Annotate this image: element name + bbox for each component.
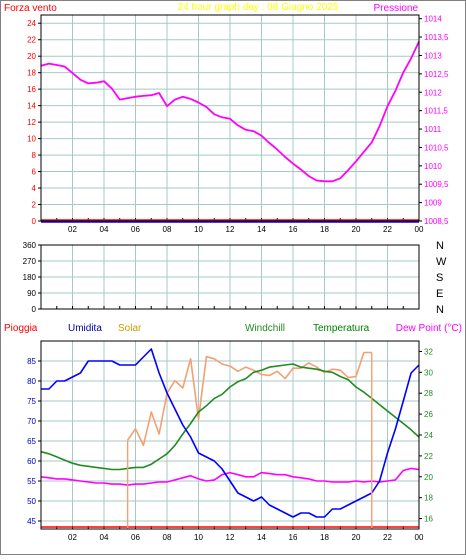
p3-right-y-tick-label: 28 [424, 389, 433, 398]
p3-x-tick-label: 04 [100, 533, 109, 542]
direction-compass-label: W [436, 256, 447, 268]
p1-x-tick-label: 00 [415, 225, 424, 234]
p3-right-y-tick-label: 26 [424, 410, 433, 419]
p3-right-y-tick-label: 30 [424, 368, 433, 377]
direction-compass-label: E [436, 288, 443, 300]
p1-x-tick-label: 02 [68, 225, 77, 234]
label-temperatura: Temperatura [313, 323, 370, 334]
p3-x-tick-label: 10 [194, 533, 203, 542]
solar-series-line [126, 351, 372, 447]
p3-left-y-tick-label: 60 [27, 457, 36, 466]
p3-left-y-tick-label: 80 [27, 377, 36, 386]
p3-x-tick-label: 00 [415, 533, 424, 542]
p3-right-y-tick-label: 16 [424, 515, 433, 524]
p1-left-y-tick-label: 2 [32, 201, 37, 210]
p1-left-y-tick-label: 10 [27, 135, 36, 144]
p1-right-y-tick-label: 1013 [424, 51, 442, 60]
direction-compass-label: N [436, 304, 444, 316]
p1-left-y-tick-label: 14 [27, 102, 36, 111]
p1-right-y-tick-label: 1013,5 [424, 33, 449, 42]
p1-right-y-tick-label: 1010 [424, 162, 442, 171]
direction-compass-label: N [436, 240, 444, 252]
p3-x-tick-label: 16 [289, 533, 298, 542]
p3-x-tick-label: 20 [352, 533, 361, 542]
p1-x-tick-label: 22 [383, 225, 392, 234]
p1-x-tick-label: 12 [226, 225, 235, 234]
p1-left-y-tick-label: 16 [27, 85, 36, 94]
p3-x-tick-label: 12 [226, 533, 235, 542]
p1-right-y-tick-label: 1011 [424, 125, 442, 134]
p1-left-y-tick-label: 20 [27, 52, 36, 61]
p3-left-y-tick-label: 50 [27, 497, 36, 506]
p1-right-y-tick-label: 1012,5 [424, 70, 449, 79]
p3-x-tick-label: 18 [320, 533, 329, 542]
p3-x-tick-label: 06 [131, 533, 140, 542]
p1-left-y-tick-label: 24 [27, 19, 36, 28]
pressure-axis-label: Pressione [374, 3, 419, 14]
p3-left-y-tick-label: 75 [27, 397, 36, 406]
p3-x-tick-label: 14 [257, 533, 266, 542]
p1-x-tick-label: 06 [131, 225, 140, 234]
p1-x-tick-label: 10 [194, 225, 203, 234]
p1-x-tick-label: 20 [352, 225, 361, 234]
dewpoint-series-line [40, 467, 420, 486]
p1-right-y-tick-label: 1014 [424, 15, 442, 24]
p1-left-y-tick-label: 6 [32, 168, 37, 177]
p1-left-y-tick-label: 8 [32, 151, 37, 160]
p2-y-tick-label: 270 [23, 257, 37, 266]
p1-right-y-tick-label: 1010,5 [424, 143, 449, 152]
p1-right-y-tick-label: 1009,5 [424, 180, 449, 189]
p3-left-y-tick-label: 85 [27, 357, 36, 366]
label-umidita: Umidita [68, 323, 102, 334]
p2-y-tick-label: 0 [32, 305, 37, 314]
p1-left-y-tick-label: 4 [32, 184, 37, 193]
p3-left-y-tick-label: 70 [27, 417, 36, 426]
p3-x-tick-label: 02 [68, 533, 77, 542]
p1-x-tick-label: 08 [163, 225, 172, 234]
p3-left-y-tick-label: 45 [27, 517, 36, 526]
p1-left-y-tick-label: 0 [32, 217, 37, 226]
graph-title: 24 hour graph day : 08 Giugno 2025 [178, 2, 339, 13]
wind-axis-label: Forza vento [4, 3, 57, 14]
p3-right-y-tick-label: 32 [424, 347, 433, 356]
humidity-series-line [41, 348, 420, 518]
label-windchill: Windchill [245, 323, 285, 334]
pressure-series-line [40, 41, 420, 183]
p3-right-y-tick-label: 18 [424, 494, 433, 503]
p3-frame [40, 340, 420, 530]
p1-right-y-tick-label: 1012 [424, 88, 442, 97]
temperature-series-line [40, 363, 420, 471]
p1-left-y-tick-label: 22 [27, 36, 36, 45]
p3-right-y-tick-label: 20 [424, 473, 433, 482]
p1-left-y-tick-label: 12 [27, 118, 36, 127]
p1-left-y-tick-label: 18 [27, 69, 36, 78]
p1-x-tick-label: 18 [320, 225, 329, 234]
p1-right-y-tick-label: 1008,5 [424, 217, 449, 226]
p3-left-y-tick-label: 65 [27, 437, 36, 446]
label-solar: Solar [118, 323, 142, 334]
p1-x-tick-label: 16 [289, 225, 298, 234]
p1-x-tick-label: 04 [100, 225, 109, 234]
p2-y-tick-label: 180 [23, 273, 37, 282]
p3-x-tick-label: 22 [383, 533, 392, 542]
p3-right-y-tick-label: 24 [424, 431, 433, 440]
p3-x-tick-label: 08 [163, 533, 172, 542]
p1-right-y-tick-label: 1009 [424, 199, 442, 208]
direction-compass-label: S [436, 272, 443, 284]
p1-right-y-tick-label: 1011,5 [424, 107, 448, 116]
p3-left-y-tick-label: 55 [27, 477, 36, 486]
label-dewpoint: Dew Point (°C) [396, 323, 462, 334]
label-pioggia: Pioggia [4, 323, 38, 334]
p2-frame [40, 244, 420, 310]
p2-y-tick-label: 360 [23, 241, 37, 250]
p2-y-tick-label: 90 [27, 289, 36, 298]
p1-x-tick-label: 14 [257, 225, 266, 234]
p1-frame [40, 14, 420, 222]
p3-right-y-tick-label: 22 [424, 452, 433, 461]
